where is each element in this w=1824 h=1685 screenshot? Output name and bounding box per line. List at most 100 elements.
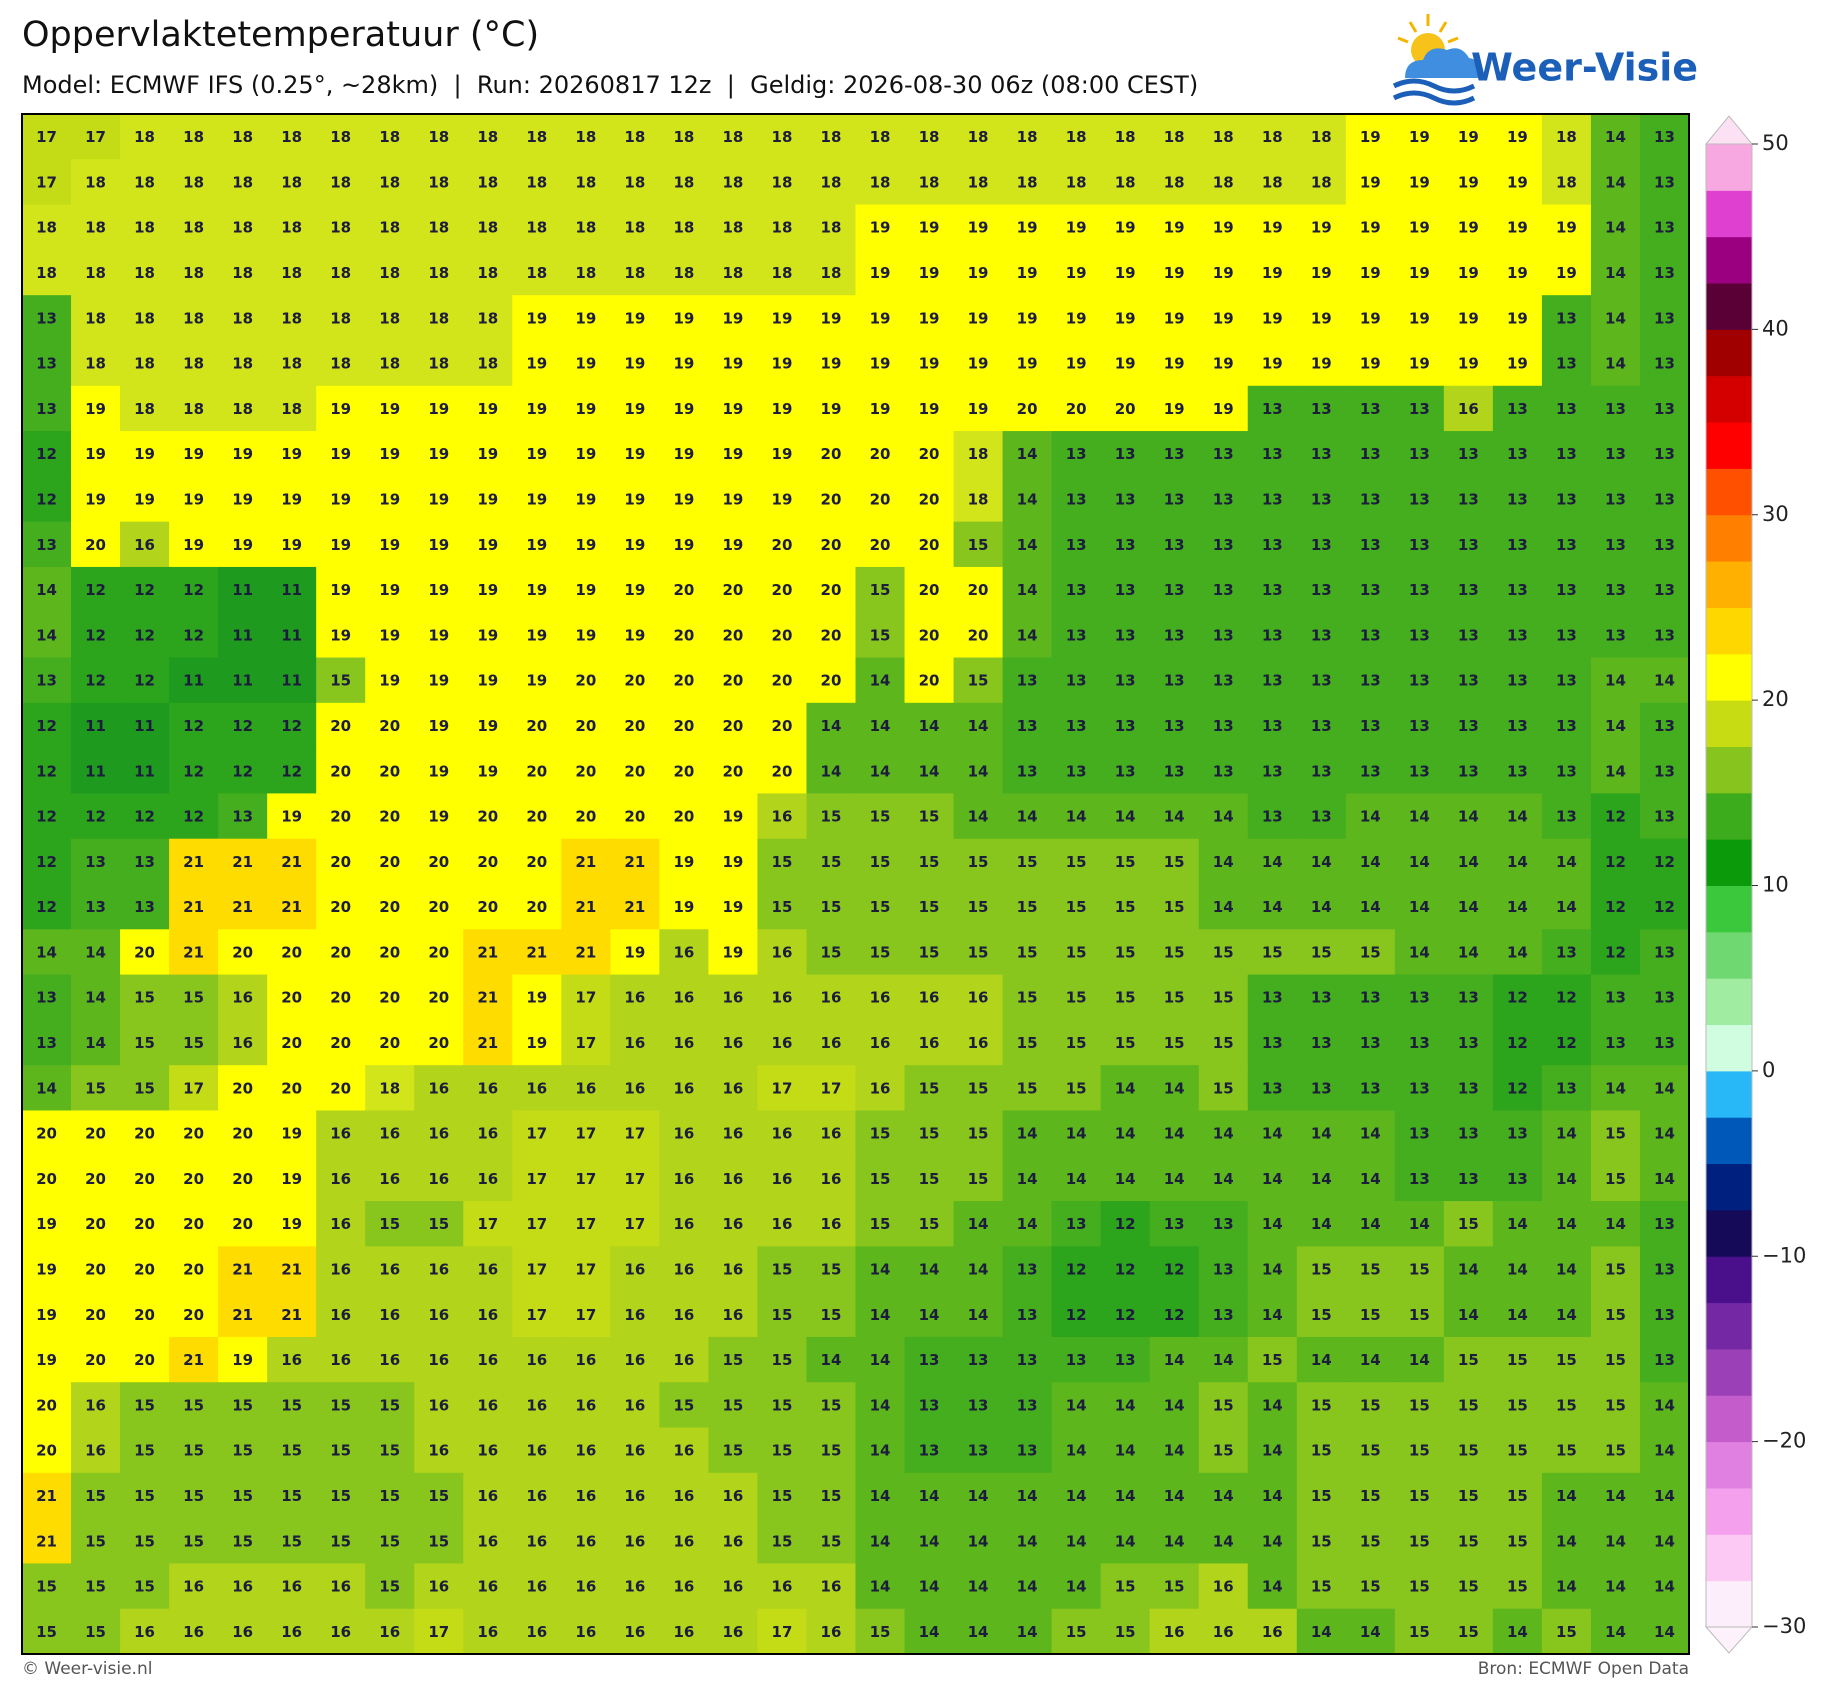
temperature-label: 19 — [428, 808, 449, 826]
temperature-cell — [1002, 838, 1053, 885]
temperature-cell — [463, 521, 513, 568]
temperature-cell — [855, 340, 906, 387]
temperature-label: 18 — [870, 173, 891, 191]
temperature-cell — [1345, 657, 1396, 704]
temperature-cell — [414, 793, 464, 840]
temperature-label: 11 — [134, 762, 155, 780]
temperature-cell — [316, 249, 366, 296]
temperature-cell — [806, 566, 857, 613]
temperature-label: 18 — [526, 219, 547, 237]
temperature-label: 13 — [1311, 989, 1332, 1007]
temperature-cell — [1541, 884, 1592, 930]
temperature-label: 14 — [1262, 1487, 1283, 1505]
temperature-label: 13 — [1556, 536, 1577, 554]
temperature-label: 12 — [232, 717, 253, 735]
temperature-label: 15 — [821, 853, 842, 871]
colorbar-band — [1706, 746, 1752, 794]
temperature-label: 16 — [722, 989, 743, 1007]
temperature-label: 18 — [673, 264, 694, 282]
temperature-label: 14 — [870, 762, 891, 780]
temperature-label: 14 — [919, 1532, 940, 1550]
temperature-label: 20 — [772, 626, 793, 644]
temperature-label: 19 — [624, 445, 645, 463]
temperature-label: 16 — [1213, 1623, 1234, 1641]
temperature-label: 15 — [1556, 1351, 1577, 1369]
colorbar-band — [1706, 1580, 1752, 1628]
temperature-label: 16 — [673, 1261, 694, 1279]
temperature-label: 18 — [232, 309, 253, 327]
temperature-label: 16 — [477, 1532, 498, 1550]
temperature-label: 15 — [1262, 1351, 1283, 1369]
temperature-label: 14 — [1556, 1306, 1577, 1324]
temperature-label: 13 — [1409, 672, 1430, 690]
temperature-label: 15 — [1458, 1396, 1479, 1414]
temperature-label: 16 — [624, 1623, 645, 1641]
temperature-cell — [120, 159, 170, 206]
temperature-label: 18 — [36, 264, 57, 282]
temperature-label: 18 — [428, 309, 449, 327]
temperature-label: 15 — [330, 672, 351, 690]
temperature-label: 15 — [968, 943, 989, 961]
temperature-cell — [22, 793, 72, 840]
temperature-cell — [1345, 114, 1396, 160]
temperature-cell — [22, 929, 72, 976]
temperature-label: 16 — [722, 1034, 743, 1052]
temperature-cell — [1100, 249, 1151, 296]
temperature-cell — [1541, 476, 1592, 523]
temperature-label: 19 — [330, 536, 351, 554]
temperature-label: 20 — [281, 989, 302, 1007]
temperature-label: 13 — [1654, 491, 1675, 509]
temperature-cell — [708, 204, 759, 251]
temperature-cell — [561, 566, 611, 613]
temperature-cell — [1394, 566, 1445, 613]
temperature-cell — [512, 385, 562, 432]
colorbar-band — [1706, 190, 1752, 238]
temperature-label: 13 — [1458, 717, 1479, 735]
temperature-label: 13 — [36, 672, 57, 690]
temperature-label: 19 — [821, 309, 842, 327]
temperature-label: 18 — [134, 173, 155, 191]
temperature-cell — [316, 929, 366, 976]
temperature-cell — [904, 748, 955, 795]
temperature-label: 13 — [1654, 581, 1675, 599]
temperature-label: 15 — [330, 1487, 351, 1505]
temperature-label: 14 — [1409, 808, 1430, 826]
temperature-cell — [1590, 657, 1641, 704]
temperature-cell — [120, 476, 170, 523]
temperature-cell — [659, 249, 710, 296]
temperature-cell — [855, 521, 906, 568]
temperature-cell — [757, 431, 808, 477]
temperature-cell — [1149, 159, 1200, 206]
temperature-label: 14 — [1311, 1351, 1332, 1369]
temperature-label: 19 — [722, 943, 743, 961]
temperature-label: 13 — [1311, 581, 1332, 599]
temperature-label: 15 — [1164, 853, 1185, 871]
temperature-label: 19 — [36, 1215, 57, 1233]
temperature-label: 14 — [1164, 1125, 1185, 1143]
temperature-label: 13 — [1507, 762, 1528, 780]
temperature-cell — [1639, 476, 1690, 523]
temperature-label: 14 — [1164, 1532, 1185, 1550]
temperature-label: 13 — [1115, 762, 1136, 780]
temperature-label: 18 — [919, 173, 940, 191]
temperature-label: 13 — [1311, 1079, 1332, 1097]
temperature-label: 15 — [1507, 1396, 1528, 1414]
temperature-label: 19 — [477, 626, 498, 644]
temperature-cell — [1492, 295, 1543, 342]
temperature-label: 14 — [919, 717, 940, 735]
temperature-label: 14 — [1556, 1125, 1577, 1143]
temperature-label: 13 — [1507, 1125, 1528, 1143]
temperature-label: 20 — [330, 1034, 351, 1052]
temperature-cell — [806, 702, 857, 749]
temperature-label: 18 — [134, 128, 155, 146]
temperature-label: 18 — [85, 219, 106, 237]
temperature-cell — [1639, 838, 1690, 885]
temperature-cell — [1394, 204, 1445, 251]
temperature-cell — [1443, 793, 1494, 840]
colorbar-band — [1706, 1534, 1752, 1582]
temperature-label: 15 — [722, 1396, 743, 1414]
temperature-label: 19 — [1556, 264, 1577, 282]
temperature-label: 18 — [134, 309, 155, 327]
